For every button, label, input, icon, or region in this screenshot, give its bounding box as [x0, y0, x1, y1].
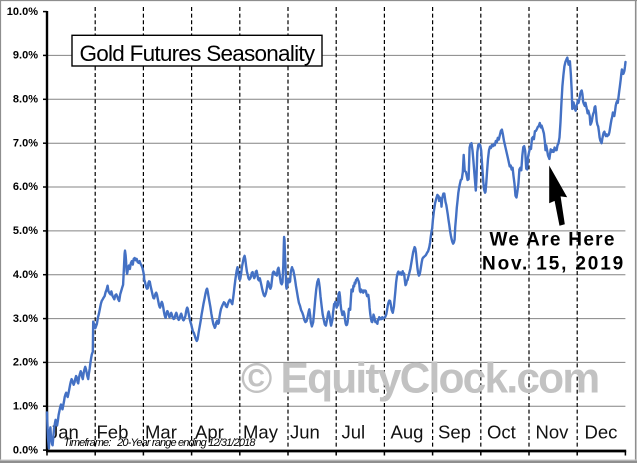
svg-text:May: May: [243, 422, 279, 443]
svg-text:0.0%: 0.0%: [13, 444, 38, 456]
svg-text:5.0%: 5.0%: [13, 225, 38, 237]
svg-text:We Are Here: We Are Here: [490, 230, 616, 251]
svg-text:Oct: Oct: [487, 422, 516, 443]
svg-text:Nov: Nov: [536, 422, 570, 443]
svg-text:© EquityClock.com: © EquityClock.com: [241, 356, 598, 403]
svg-text:Dec: Dec: [585, 422, 618, 443]
svg-text:Timeframe: 20-Year range end: Timeframe: 20-Year range ending 12/31/20…: [64, 437, 257, 449]
svg-text:Apr: Apr: [195, 422, 224, 443]
svg-text:Aug: Aug: [391, 422, 424, 443]
svg-text:2.0%: 2.0%: [13, 357, 38, 369]
svg-text:Nov. 15, 2019: Nov. 15, 2019: [482, 254, 625, 275]
svg-text:3.0%: 3.0%: [13, 313, 38, 325]
svg-text:6.0%: 6.0%: [13, 181, 38, 193]
svg-text:1.0%: 1.0%: [13, 400, 38, 412]
svg-text:Jun: Jun: [290, 422, 320, 443]
svg-text:10.0%: 10.0%: [7, 6, 38, 18]
svg-text:Sep: Sep: [438, 422, 471, 443]
svg-text:4.0%: 4.0%: [13, 269, 38, 281]
svg-text:Gold Futures Seasonality: Gold Futures Seasonality: [80, 41, 316, 66]
svg-text:Jul: Jul: [342, 422, 366, 443]
svg-text:9.0%: 9.0%: [13, 50, 38, 62]
svg-text:7.0%: 7.0%: [13, 137, 38, 149]
svg-text:8.0%: 8.0%: [13, 94, 38, 106]
svg-text:Jan: Jan: [49, 422, 79, 443]
svg-text:Mar: Mar: [145, 422, 177, 443]
svg-text:Feb: Feb: [97, 422, 129, 443]
